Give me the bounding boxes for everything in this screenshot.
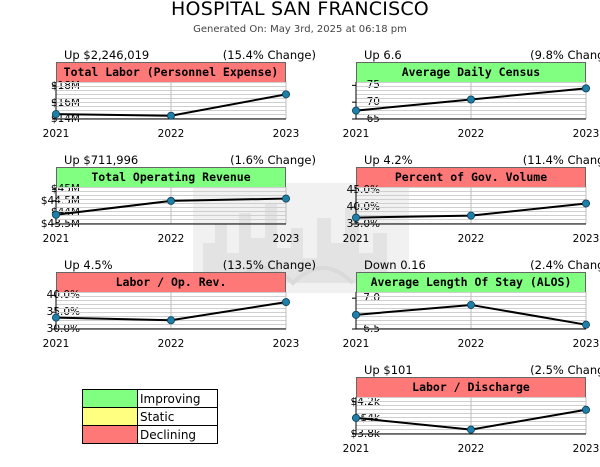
x-tick-label: 2021: [342, 128, 370, 140]
legend-label-declining: Declining: [140, 427, 197, 442]
chart-title: Average Length Of Stay (ALOS): [356, 272, 586, 293]
data-point-2022: [167, 196, 176, 205]
data-point-2023: [581, 199, 590, 208]
chart-title: Total Labor (Personnel Expense): [56, 62, 286, 83]
data-point-2023: [581, 405, 590, 414]
change-amount: Down 0.16: [364, 258, 426, 272]
data-point-2023: [281, 298, 290, 307]
data-point-2023: [281, 90, 290, 99]
legend-swatch-declining: [83, 426, 138, 443]
chart-panel-percent-gov-volume: Up 4.2% (11.4% Change)Percent of Gov. Vol…: [343, 153, 600, 257]
chart-panel-alos: Down 0.16 (2.4% Change)Average Length Of …: [343, 258, 600, 362]
data-point-2022: [467, 95, 476, 104]
change-percent: (13.5% Change): [222, 258, 316, 272]
x-tick-label: 2021: [342, 443, 370, 455]
legend-item-static: Static: [83, 408, 217, 426]
chart-title: Average Daily Census: [356, 62, 586, 83]
plot-area: [352, 82, 590, 120]
data-point-2021: [52, 110, 60, 119]
x-tick-label: 2021: [42, 338, 70, 350]
plot-area: [52, 187, 290, 225]
legend-item-improving: Improving: [83, 390, 217, 408]
legend-swatch-improving: [83, 390, 138, 407]
x-tick-label: 2021: [342, 338, 370, 350]
x-tick-label: 2022: [157, 128, 185, 140]
x-tick-label: 2023: [572, 443, 600, 455]
plot-area: [352, 187, 590, 225]
data-point-2022: [467, 211, 476, 220]
change-amount: Up $101: [364, 363, 413, 377]
change-percent: (11.4% Change): [522, 153, 600, 167]
x-tick-label: 2023: [572, 338, 600, 350]
x-tick-label: 2023: [272, 128, 300, 140]
change-amount: Up 4.2%: [364, 153, 413, 167]
data-point-2023: [581, 84, 590, 93]
data-point-2022: [167, 111, 176, 120]
legend-swatch-static: [83, 408, 138, 425]
change-percent: (2.4% Change): [530, 258, 600, 272]
plot-area: [352, 397, 590, 435]
chart-panel-labor-discharge: Up $101(2.5% Change)Labor / Discharge$3.…: [343, 363, 600, 467]
change-percent: (9.8% Change): [530, 48, 600, 62]
x-tick-label: 2023: [572, 233, 600, 245]
data-point-2021: [52, 210, 60, 219]
data-point-2022: [467, 300, 476, 309]
chart-title: Labor / Op. Rev.: [56, 272, 286, 293]
chart-panel-total-labor: Up $2,246,019 (15.4% Change) Total Labor (…: [43, 48, 316, 152]
plot-area: [52, 292, 290, 330]
change-percent: (1.6% Change): [230, 153, 316, 167]
legend-label-static: Static: [140, 409, 175, 424]
x-tick-label: 2023: [272, 338, 300, 350]
data-point-2021: [352, 213, 360, 222]
x-tick-label: 2022: [457, 443, 485, 455]
data-point-2023: [581, 320, 590, 329]
data-point-2022: [167, 316, 176, 325]
report-title: HOSPITAL SAN FRANCISCO: [171, 0, 429, 20]
chart-title: Total Operating Revenue: [56, 167, 286, 188]
change-amount: Up $711,996: [64, 153, 139, 167]
data-point-2023: [281, 194, 290, 203]
change-percent: (2.5% Change): [530, 363, 600, 377]
x-tick-label: 2022: [157, 233, 185, 245]
y-tick-label: 7.0: [363, 292, 380, 305]
x-tick-label: 2021: [42, 233, 70, 245]
x-tick-label: 2021: [42, 128, 70, 140]
legend-label-improving: Improving: [140, 391, 201, 406]
change-amount: Up $2,246,019: [64, 48, 150, 62]
y-tick-label: $45M: [50, 183, 80, 196]
report-subtitle: Generated On: May 3rd, 2025 at 06:18 pm: [193, 24, 407, 35]
chart-panel-labor-op-rev: Up 4.5% (13.5% Change) Labor / Op. Rev. 30.…: [43, 258, 316, 362]
x-tick-label: 2021: [342, 233, 370, 245]
x-tick-label: 2022: [457, 128, 485, 140]
legend: Improving Static Declining: [82, 389, 218, 444]
data-point-2021: [52, 313, 60, 322]
x-tick-label: 2023: [272, 233, 300, 245]
data-point-2021: [352, 413, 360, 422]
data-point-2021: [352, 310, 360, 319]
change-amount: Up 4.5%: [64, 258, 113, 272]
plot-area: [52, 82, 290, 120]
data-point-2022: [467, 425, 476, 434]
chart-title: Percent of Gov. Volume: [356, 167, 586, 188]
x-tick-label: 2022: [157, 338, 185, 350]
x-tick-label: 2023: [572, 128, 600, 140]
change-percent: (15.4% Change): [222, 48, 316, 62]
x-tick-label: 2022: [457, 338, 485, 350]
x-tick-label: 2022: [457, 233, 485, 245]
data-point-2021: [352, 106, 360, 115]
chart-title: Labor / Discharge: [356, 377, 586, 398]
legend-item-declining: Declining: [83, 426, 217, 443]
chart-panel-total-operating-revenue: Up $711,996 (1.6% Change) Total Operating …: [41, 153, 316, 257]
plot-area: [352, 292, 590, 330]
change-amount: Up 6.6: [364, 48, 402, 62]
chart-panel-average-daily-census: Up 6.6(9.8% Change)Average Daily Census6…: [343, 48, 600, 152]
